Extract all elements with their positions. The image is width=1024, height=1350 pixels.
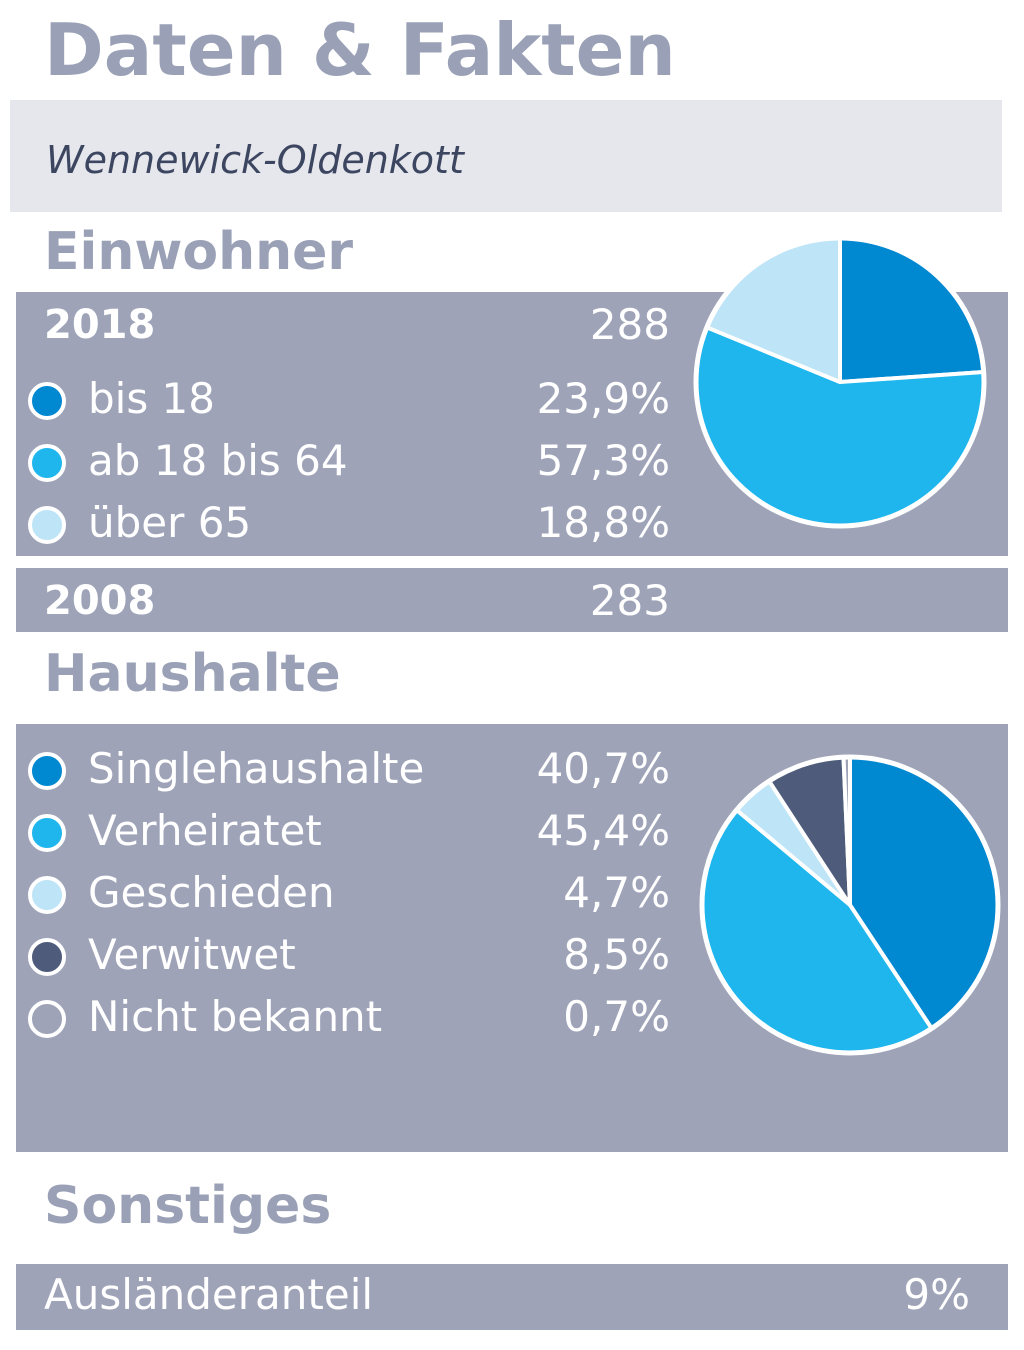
legend-dot-nicht-bekannt [28,1000,66,1038]
legend-dot-verwitwet [28,938,66,976]
haushalte-pie-chart [699,754,1001,1056]
legend-dot-ueber-65 [28,506,66,544]
legend-label-nicht-bekannt: Nicht bekannt [88,992,383,1041]
einwohner-total-previous: 283 [589,576,670,625]
einwohner-heading: Einwohner [44,222,354,282]
legend-value-geschieden: 4,7% [563,868,670,917]
sonstiges-panel [16,1264,1008,1330]
legend-value-bis-18: 23,9% [536,374,670,423]
legend-label-bis-18: bis 18 [88,374,216,423]
legend-label-verwitwet: Verwitwet [88,930,296,979]
sonstiges-heading: Sonstiges [44,1176,332,1236]
legend-label-18-64: ab 18 bis 64 [88,436,348,485]
legend-dot-verheiratet [28,814,66,852]
einwohner-pie-outline [693,235,987,529]
einwohner-pie-chart [693,235,987,529]
location-banner [10,100,1002,212]
legend-value-singlehaushalte: 40,7% [536,744,670,793]
legend-label-geschieden: Geschieden [88,868,335,917]
legend-value-18-64: 57,3% [536,436,670,485]
legend-label-singlehaushalte: Singlehaushalte [88,744,425,793]
legend-value-ueber-65: 18,8% [536,498,670,547]
einwohner-total-current: 288 [589,300,670,349]
auslaenderanteil-label: Ausländeranteil [44,1270,374,1319]
legend-value-verwitwet: 8,5% [563,930,670,979]
location-name: Wennewick-Oldenkott [46,138,464,182]
auslaenderanteil-value: 9% [903,1270,970,1319]
legend-label-ueber-65: über 65 [88,498,252,547]
page-title: Daten & Fakten [44,8,676,92]
haushalte-pie-outline [699,754,1001,1056]
legend-dot-bis-18 [28,382,66,420]
einwohner-year-current: 2018 [44,302,156,348]
haushalte-heading: Haushalte [44,644,341,704]
legend-value-nicht-bekannt: 0,7% [563,992,670,1041]
legend-label-verheiratet: Verheiratet [88,806,322,855]
einwohner-previous-panel [16,568,1008,632]
legend-dot-singlehaushalte [28,752,66,790]
legend-dot-18-64 [28,444,66,482]
legend-value-verheiratet: 45,4% [536,806,670,855]
einwohner-year-previous: 2008 [44,578,156,624]
legend-dot-geschieden [28,876,66,914]
